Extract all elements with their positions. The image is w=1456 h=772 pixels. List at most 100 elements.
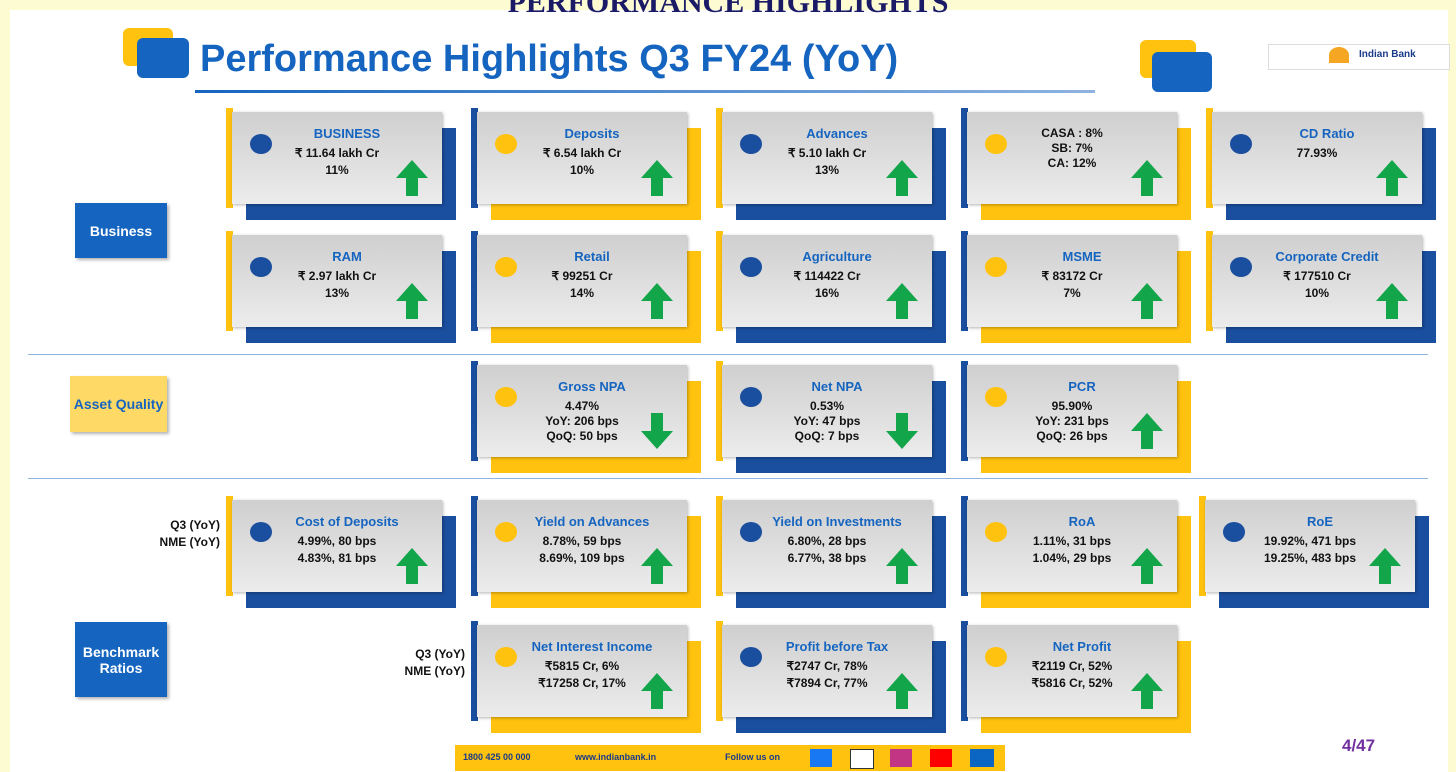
- card-line: 1.04%, 29 bps: [1032, 551, 1112, 565]
- card-bar: [961, 621, 968, 721]
- card-dot: [1230, 257, 1252, 277]
- card-line: 14%: [569, 286, 595, 300]
- arrow-up: [1131, 283, 1163, 319]
- title-underline: [195, 90, 1095, 93]
- card-dot: [495, 647, 517, 667]
- card-line: ₹ 177510 Cr: [1283, 269, 1351, 283]
- card-title: Deposits: [564, 126, 620, 141]
- card-bar: [226, 231, 233, 331]
- arrow-up: [886, 548, 918, 584]
- card-line: 1.11%, 31 bps: [1032, 534, 1112, 548]
- card-line: 11%: [325, 163, 349, 177]
- card-line: ₹7894 Cr, 77%: [786, 676, 868, 690]
- arrow-up: [1376, 160, 1408, 196]
- arrow-shape: [396, 548, 428, 584]
- arrow-shape: [1376, 283, 1408, 319]
- card-bar: [471, 496, 478, 596]
- icon: [850, 749, 874, 769]
- card-bar: [471, 231, 478, 331]
- arrow-up: [396, 548, 428, 584]
- arrow-up: [886, 673, 918, 709]
- card-bar: [471, 361, 478, 461]
- card: Agriculture ₹ 114422 Cr 16%: [722, 235, 932, 327]
- card-line: ₹5815 Cr, 6%: [544, 659, 620, 673]
- card-bar: [716, 361, 723, 461]
- card-bar: [961, 361, 968, 461]
- card-dot: [495, 257, 517, 277]
- card-bar: [716, 108, 723, 208]
- footer-phone: 1800 425 00 000: [463, 752, 531, 762]
- card-line: 77.93%: [1296, 146, 1338, 160]
- card-dot: [495, 134, 517, 154]
- card-bar: [716, 231, 723, 331]
- arrow-up: [1131, 548, 1163, 584]
- section-label: Benchmark Ratios: [75, 622, 167, 697]
- card-title: MSME: [1062, 249, 1102, 264]
- card: RoE 19.92%, 471 bps 19.25%, 483 bps: [1205, 500, 1415, 592]
- arrow-shape: [1376, 160, 1408, 196]
- card: BUSINESS ₹ 11.64 lakh Cr 11%: [232, 112, 442, 204]
- arrow-up: [1131, 673, 1163, 709]
- card-title: RoA: [1068, 514, 1096, 529]
- card-line: 10%: [569, 163, 595, 177]
- card-line: 16%: [814, 286, 840, 300]
- card-line: 10%: [1304, 286, 1330, 300]
- card-dot: [985, 134, 1007, 154]
- card-line: 0.53%: [809, 399, 845, 413]
- separator: [28, 478, 1428, 479]
- card-line: ₹ 5.10 lakh Cr: [787, 146, 867, 160]
- arrow-shape: [641, 673, 673, 709]
- decor: [137, 38, 189, 78]
- card-line: 7%: [1063, 286, 1081, 300]
- card-bar: [961, 231, 968, 331]
- arrow-shape: [396, 283, 428, 319]
- icon: [890, 749, 912, 767]
- card-title: Net Interest Income: [531, 639, 653, 654]
- arrow-shape: [886, 160, 918, 196]
- card: RoA 1.11%, 31 bps 1.04%, 29 bps: [967, 500, 1177, 592]
- arrow-up: [1376, 283, 1408, 319]
- footer-follow: Follow us on: [725, 752, 780, 762]
- card-line: ₹ 2.97 lakh Cr: [297, 269, 377, 283]
- card: Net NPA 0.53% YoY: 47 bps QoQ: 7 bps: [722, 365, 932, 457]
- card-bar: [226, 108, 233, 208]
- card-bar: [1199, 496, 1206, 596]
- section-label: Asset Quality: [70, 376, 167, 432]
- arrow-up: [641, 548, 673, 584]
- card-line: 6.77%, 38 bps: [787, 551, 867, 565]
- card-title: RAM: [332, 249, 362, 264]
- logo: Indian Bank: [1268, 44, 1450, 70]
- card: Retail ₹ 99251 Cr 14%: [477, 235, 687, 327]
- section-label: Business: [75, 203, 167, 258]
- card-dot: [495, 387, 517, 407]
- card: Net Interest Income ₹5815 Cr, 6% ₹17258 Cr…: [477, 625, 687, 717]
- page-number: 4/47: [1342, 736, 1376, 755]
- card-line: 19.92%, 471 bps: [1263, 534, 1357, 548]
- card: MSME ₹ 83172 Cr 7%: [967, 235, 1177, 327]
- card-line: YoY: 206 bps: [545, 414, 619, 428]
- card-title: RoE: [1307, 514, 1333, 529]
- card-line: ₹ 11.64 lakh Cr: [294, 146, 380, 160]
- card-line: QoQ: 50 bps: [546, 429, 618, 443]
- card-line: ₹ 114422 Cr: [793, 269, 861, 283]
- arrow-down: [886, 413, 918, 449]
- card-title: Gross NPA: [558, 379, 626, 394]
- card-dot: [985, 522, 1007, 542]
- card: Corporate Credit ₹ 177510 Cr 10%: [1212, 235, 1422, 327]
- card-dot: [740, 257, 762, 277]
- card-dot: [985, 257, 1007, 277]
- card-bar: [716, 621, 723, 721]
- footer-website: www.indianbank.in: [575, 752, 657, 762]
- card-dot: [250, 134, 272, 154]
- arrow-up: [1131, 413, 1163, 449]
- card-dot: [250, 522, 272, 542]
- card-title: Net Profit: [1052, 639, 1112, 654]
- card: CASA : 8% SB: 7% CA: 12%: [967, 112, 1177, 204]
- card-title: Agriculture: [802, 249, 872, 264]
- card-line: YoY: 231 bps: [1035, 414, 1109, 428]
- card-bar: [471, 621, 478, 721]
- card-line: ₹2119 Cr, 52%: [1031, 659, 1113, 673]
- card-line: ₹5816 Cr, 52%: [1031, 676, 1113, 690]
- card: Yield on Investments 6.80%, 28 bps 6.77%, …: [722, 500, 932, 592]
